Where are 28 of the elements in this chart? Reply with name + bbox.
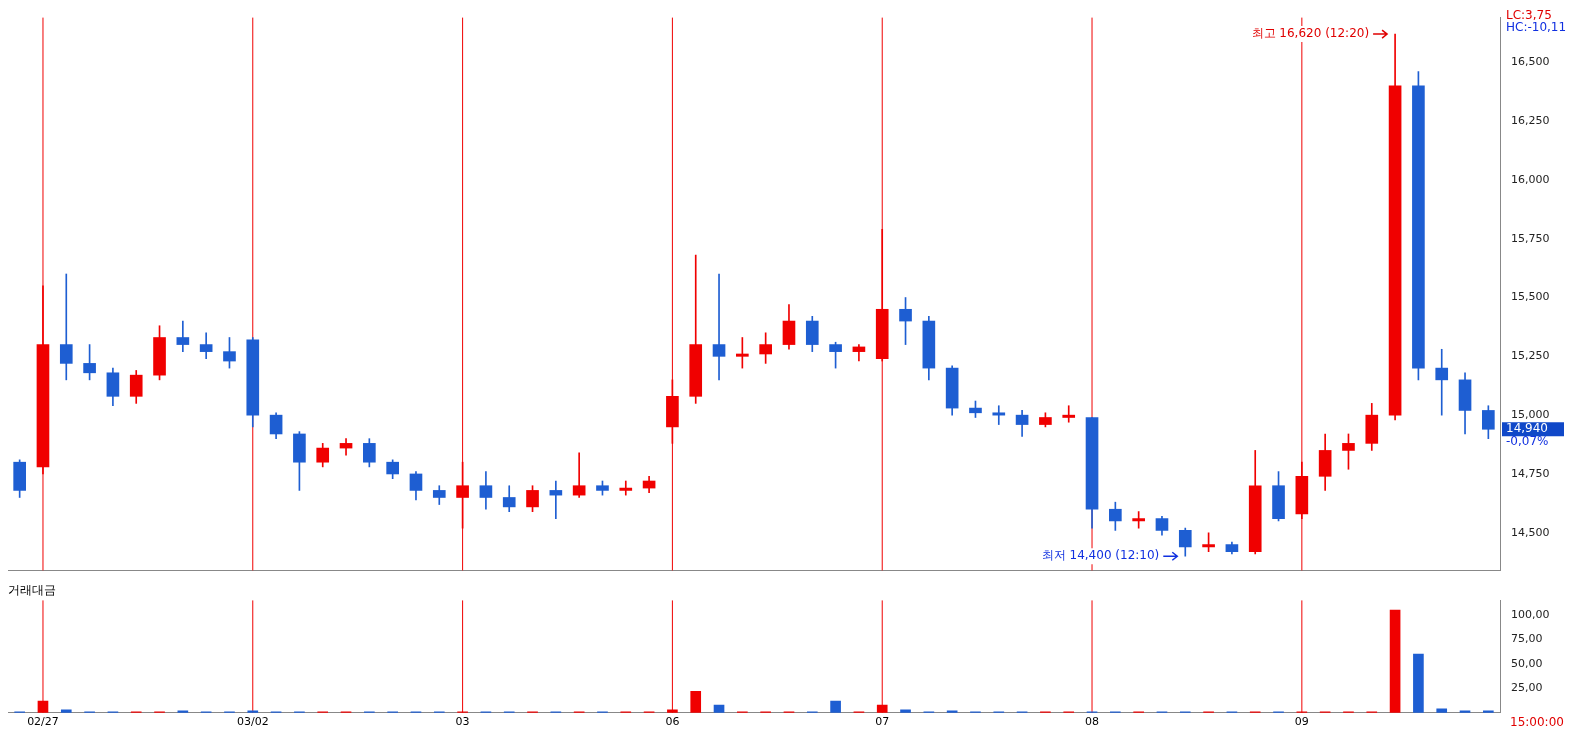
y-tick-label: 15,500	[1511, 290, 1550, 304]
y-tick-label: 15,000	[1511, 408, 1550, 421]
x-tick-label: 03/02	[236, 715, 269, 729]
x-tick-label: 06	[665, 715, 680, 729]
y-tick-label: 100,00	[1511, 607, 1550, 621]
y-tick-label: 15,250	[1511, 349, 1550, 363]
chart-title: 거래대금	[8, 583, 56, 598]
y-tick-label: 16,000	[1511, 172, 1550, 186]
annotation: 최고 16,620 (12:20)	[1251, 26, 1370, 41]
text: HC:-10,11	[1506, 20, 1567, 35]
y-tick-label: 50,00	[1511, 656, 1543, 670]
x-tick-label: 09	[1294, 715, 1309, 729]
text: 15:00:00	[1510, 715, 1564, 730]
text: -0,07%	[1506, 434, 1549, 449]
annotation: 최저 14,400 (12:10)	[1041, 548, 1160, 563]
y-tick-label: 25,00	[1511, 681, 1543, 695]
x-tick-label: 08	[1085, 715, 1100, 729]
y-tick-label: 16,500	[1511, 55, 1550, 69]
x-tick-label: 02/27	[27, 715, 59, 729]
text: 14,940	[1506, 421, 1548, 436]
y-tick-label: 14,500	[1511, 525, 1550, 539]
y-tick-label: 14,750	[1511, 466, 1550, 480]
x-tick-label: 03	[455, 715, 470, 729]
y-tick-label: 75,00	[1511, 632, 1543, 646]
y-tick-label: 15,750	[1511, 231, 1550, 245]
y-tick-label: 16,250	[1511, 113, 1550, 127]
x-tick-label: 07	[875, 715, 890, 729]
text: LC:3,75	[1506, 8, 1552, 23]
